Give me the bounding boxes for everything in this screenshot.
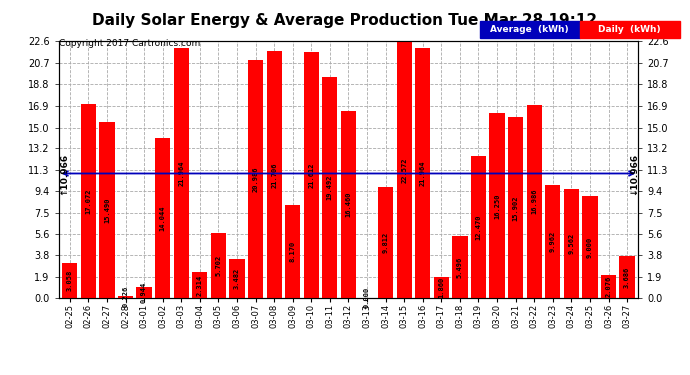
Text: 20.986: 20.986	[253, 166, 259, 192]
Bar	[174, 48, 189, 298]
Bar	[118, 296, 133, 298]
Bar	[564, 189, 579, 298]
Bar	[434, 277, 449, 298]
Text: 0.000: 0.000	[364, 286, 370, 308]
Text: Daily  (kWh): Daily (kWh)	[598, 25, 661, 34]
Bar	[304, 53, 319, 298]
Text: 16.250: 16.250	[494, 193, 500, 219]
Text: 19.492: 19.492	[327, 175, 333, 200]
Text: 9.562: 9.562	[569, 233, 574, 254]
Text: Average  (kWh): Average (kWh)	[491, 25, 569, 34]
Bar	[582, 196, 598, 298]
Bar	[229, 258, 245, 298]
Text: ↑10.966: ↑10.966	[59, 152, 68, 195]
Bar	[211, 233, 226, 298]
Bar	[155, 138, 170, 298]
Bar	[81, 104, 96, 298]
Text: ↓10.966: ↓10.966	[629, 152, 639, 195]
Bar	[193, 272, 208, 298]
Text: 5.496: 5.496	[457, 256, 463, 278]
Text: 21.706: 21.706	[271, 162, 277, 188]
Bar	[137, 287, 152, 298]
Text: 0.226: 0.226	[123, 286, 128, 308]
Text: 16.460: 16.460	[346, 192, 351, 217]
Text: 12.470: 12.470	[475, 214, 482, 240]
Text: 2.314: 2.314	[197, 274, 203, 296]
Text: 15.902: 15.902	[513, 195, 519, 220]
Bar	[266, 51, 282, 298]
Bar	[601, 274, 616, 298]
Text: 1.860: 1.860	[438, 277, 444, 298]
Bar	[489, 113, 504, 298]
Text: 17.072: 17.072	[86, 188, 91, 214]
Text: 15.490: 15.490	[104, 197, 110, 223]
Bar	[453, 236, 468, 298]
Text: Daily Solar Energy & Average Production Tue Mar 28 19:12: Daily Solar Energy & Average Production …	[92, 13, 598, 28]
Text: 0.944: 0.944	[141, 282, 147, 303]
Bar	[526, 105, 542, 298]
Bar	[248, 60, 263, 298]
Bar	[508, 117, 523, 298]
Text: 16.986: 16.986	[531, 189, 538, 214]
Text: 21.612: 21.612	[308, 162, 315, 188]
Text: 21.964: 21.964	[420, 160, 426, 186]
Bar	[62, 263, 77, 298]
Text: Copyright 2017 Cartronics.com: Copyright 2017 Cartronics.com	[59, 39, 200, 48]
Bar	[99, 122, 115, 298]
Text: 21.964: 21.964	[178, 160, 184, 186]
Text: 5.702: 5.702	[215, 255, 221, 276]
Text: 9.812: 9.812	[382, 232, 388, 253]
Text: 9.000: 9.000	[587, 236, 593, 258]
Text: 3.686: 3.686	[624, 267, 630, 288]
Text: 3.058: 3.058	[67, 270, 73, 291]
Bar	[341, 111, 356, 298]
Bar	[415, 48, 431, 298]
Text: 14.044: 14.044	[159, 206, 166, 231]
Bar	[545, 185, 560, 298]
Text: 22.572: 22.572	[401, 157, 407, 183]
Bar	[322, 76, 337, 298]
Bar	[397, 42, 412, 298]
Bar	[471, 156, 486, 298]
Text: 8.170: 8.170	[290, 241, 296, 262]
Text: 3.482: 3.482	[234, 268, 240, 289]
Bar	[285, 205, 300, 298]
Text: 2.076: 2.076	[606, 276, 611, 297]
Bar	[378, 187, 393, 298]
Text: 9.962: 9.962	[550, 231, 556, 252]
Bar	[620, 256, 635, 298]
